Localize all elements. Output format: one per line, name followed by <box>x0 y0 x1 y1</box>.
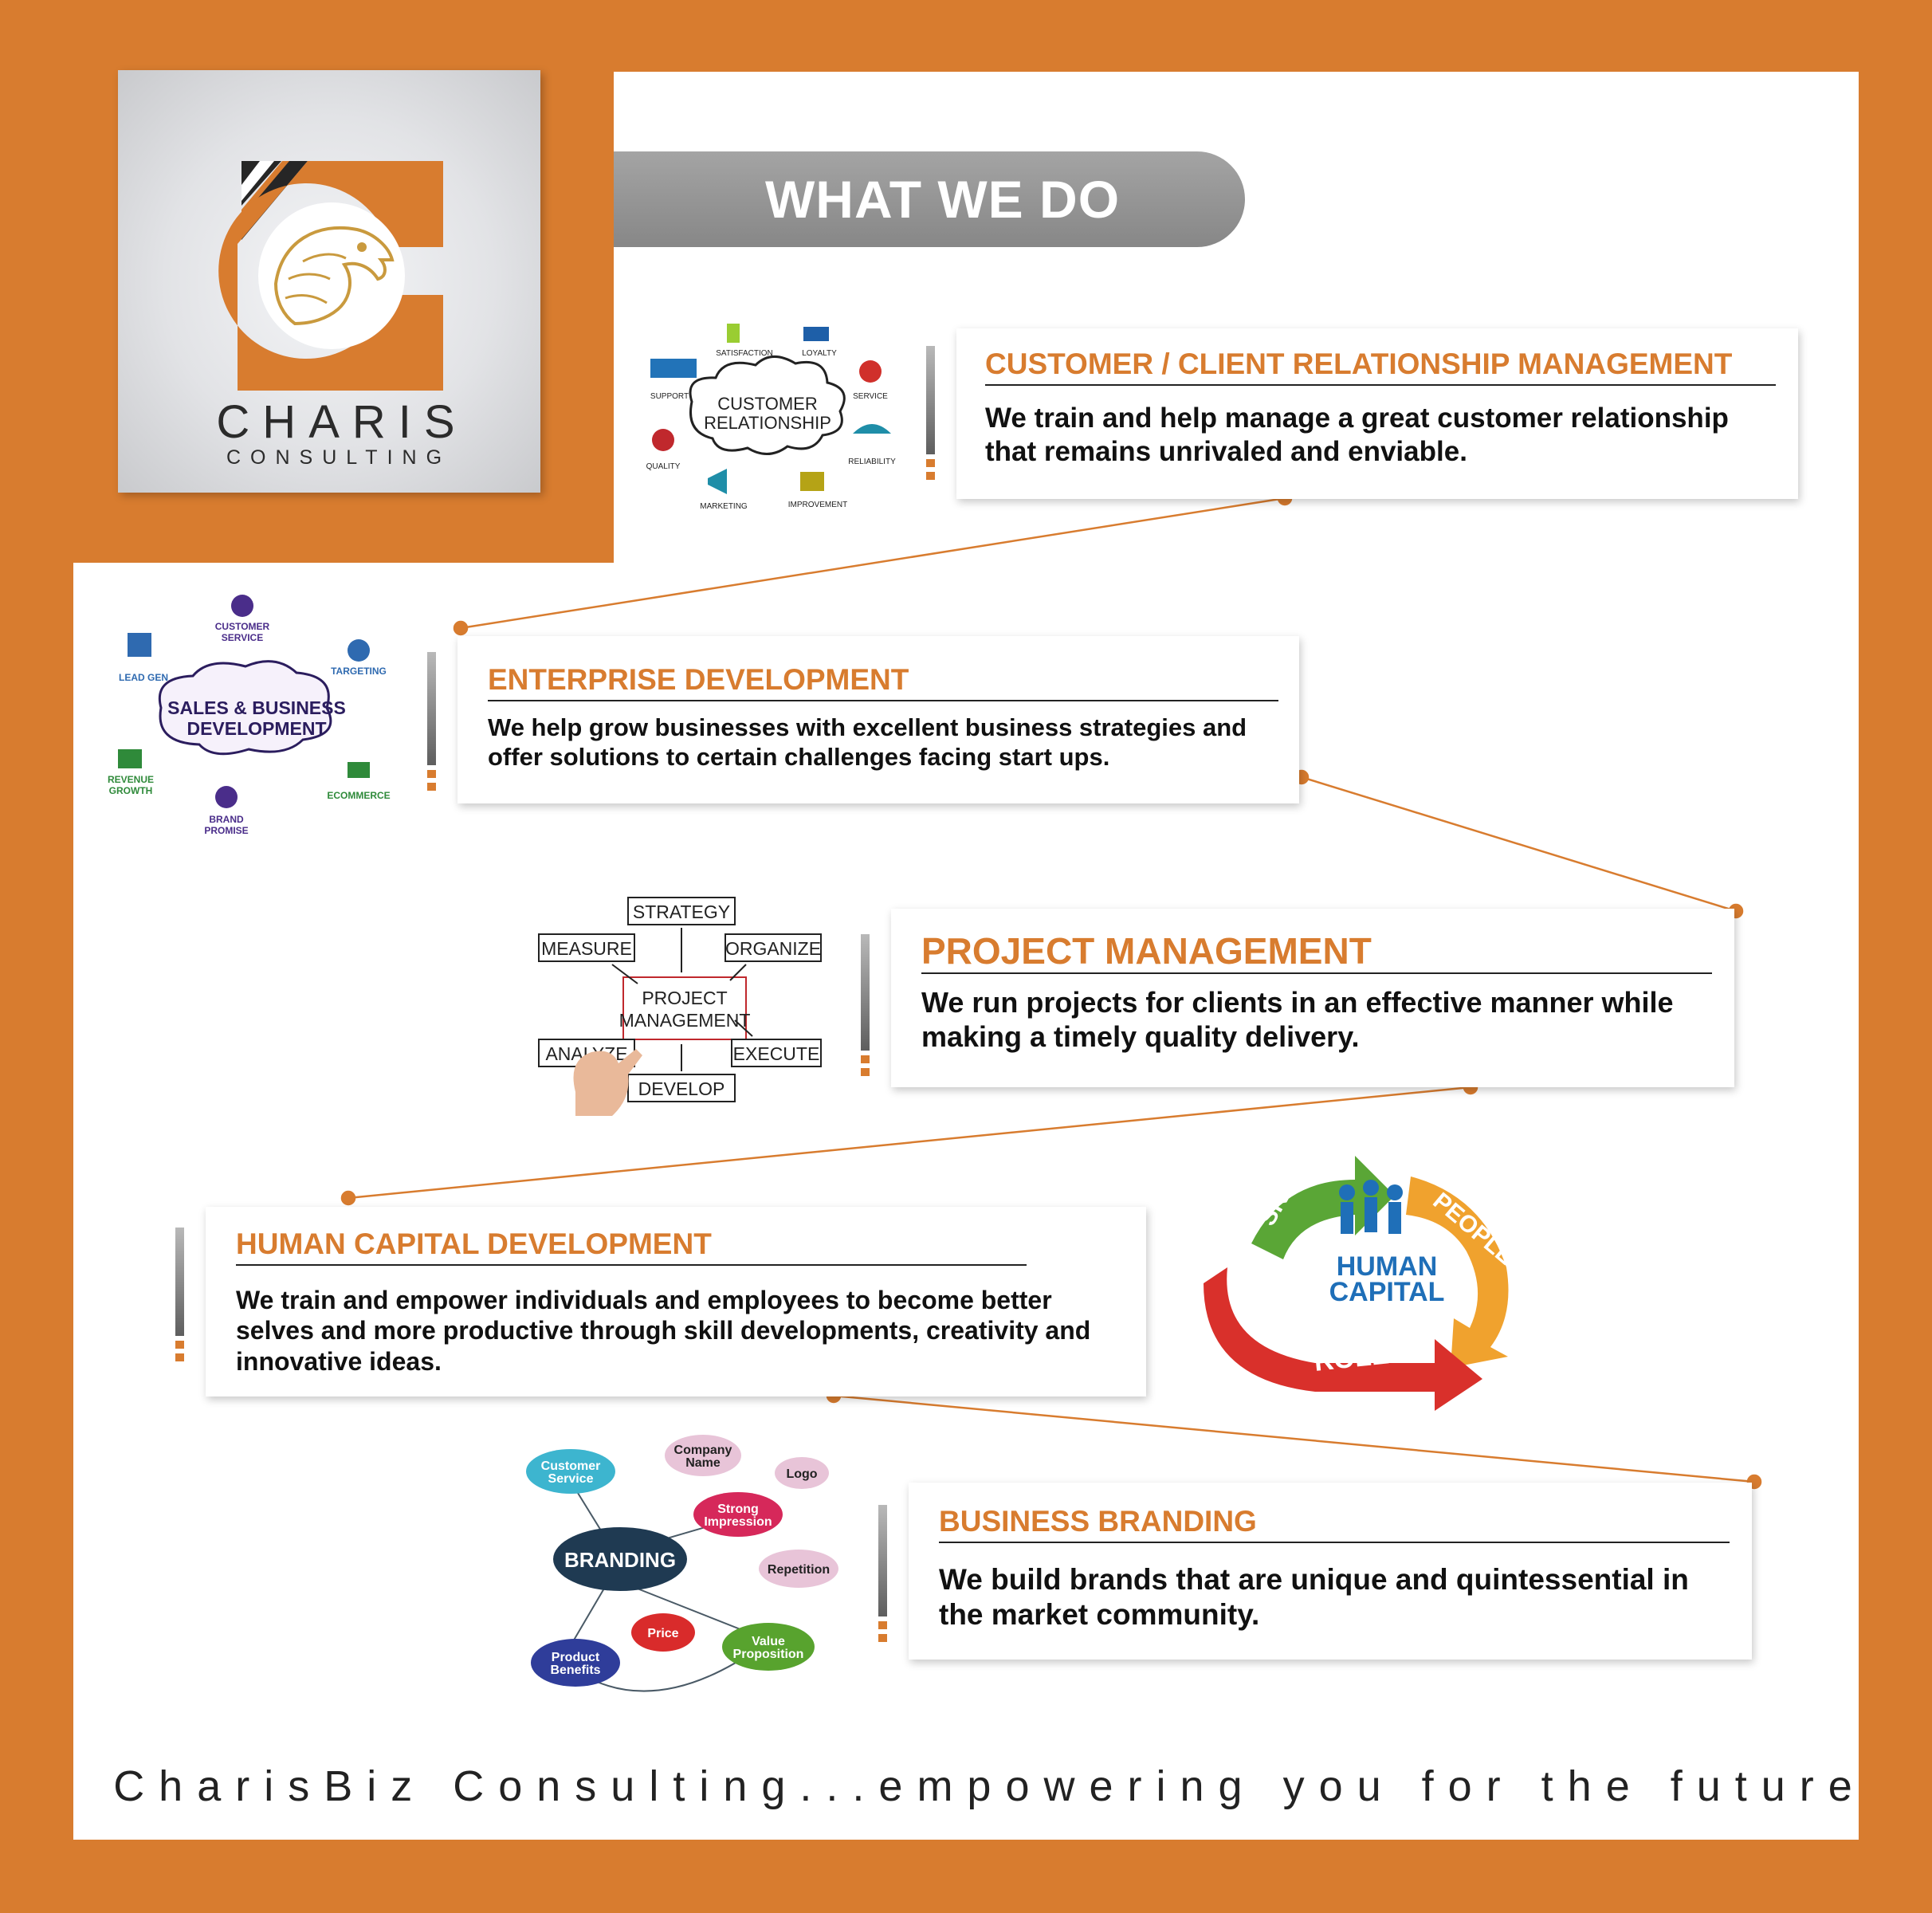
logo: CHARIS CONSULTING <box>118 70 540 493</box>
pm-label: STRATEGY <box>633 902 730 922</box>
service-card-human-capital: HUMAN CAPITAL DEVELOPMENT We train and e… <box>206 1207 1146 1396</box>
crm-label: LOYALTY <box>802 349 837 358</box>
title-underline <box>985 384 1776 386</box>
service-title: CUSTOMER / CLIENT RELATIONSHIP MANAGEMEN… <box>985 348 1733 380</box>
service-description: We help grow businesses with excellent b… <box>488 713 1247 772</box>
service-title: PROJECT MANAGEMENT <box>921 930 1372 972</box>
card-accent <box>175 1228 184 1361</box>
umbrella-icon <box>853 424 891 434</box>
service-card-branding: BUSINESS BRANDING We build brands that a… <box>909 1483 1752 1660</box>
card-accent <box>861 934 870 1076</box>
header-banner: WHAT WE DO <box>614 151 1245 247</box>
service-title: ENTERPRISE DEVELOPMENT <box>488 663 909 696</box>
enterprise-label: SERVICE <box>222 632 263 643</box>
enterprise-label: REVENUE <box>108 774 154 785</box>
enterprise-label: LEAD GEN <box>119 672 168 683</box>
enterprise-label: TARGETING <box>331 666 387 677</box>
enterprise-center-line-1: SALES & BUSINESS <box>167 697 346 718</box>
brand-subtitle: CONSULTING <box>226 446 452 469</box>
card-accent <box>878 1505 887 1642</box>
cart-icon <box>803 327 829 341</box>
enterprise-label: BRAND <box>209 814 244 825</box>
service-title: HUMAN CAPITAL DEVELOPMENT <box>236 1228 712 1260</box>
branding-label: Benefits <box>550 1664 600 1677</box>
crm-label: SATISFACTION <box>716 349 773 358</box>
branding-label: Proposition <box>733 1648 804 1661</box>
title-underline <box>921 972 1712 974</box>
service-title: BUSINESS BRANDING <box>939 1505 1257 1538</box>
revenue-growth-icon <box>118 749 142 768</box>
service-description: We build brands that are unique and quin… <box>939 1563 1689 1632</box>
branding-label: Service <box>548 1472 594 1486</box>
ribbon-icon <box>652 429 674 451</box>
page-title: WHAT WE DO <box>765 170 1121 229</box>
branding-label: Value <box>752 1635 785 1648</box>
branding-label: Impression <box>704 1515 772 1529</box>
enterprise-illustration: SALES & BUSINESS DEVELOPMENT CUSTOMER SE… <box>105 590 395 844</box>
service-description: We train and empower individuals and emp… <box>236 1286 1091 1376</box>
branding-label: Name <box>685 1456 721 1470</box>
enterprise-label: GROWTH <box>109 785 153 796</box>
branding-label: Repetition <box>768 1563 830 1577</box>
pm-center-line-2: MANAGEMENT <box>619 1010 751 1031</box>
title-underline <box>488 700 1278 701</box>
megaphone-icon <box>708 469 727 494</box>
service-description: We train and help manage a great custome… <box>985 403 1729 467</box>
target-icon <box>348 639 370 662</box>
crm-label: IMPROVEMENT <box>788 501 847 509</box>
service-card-enterprise: ENTERPRISE DEVELOPMENT We help grow busi… <box>457 636 1299 803</box>
title-underline <box>939 1542 1730 1543</box>
ecommerce-icon <box>348 762 370 778</box>
enterprise-label: ECOMMERCE <box>327 790 390 801</box>
title-underline <box>236 1264 1027 1266</box>
service-card-project-management: PROJECT MANAGEMENT We run projects for c… <box>891 909 1734 1087</box>
crm-label: SUPPORT <box>650 392 689 401</box>
enterprise-center-line-2: DEVELOPMENT <box>187 718 326 739</box>
crm-label: SERVICE <box>853 392 888 401</box>
brand-name: CHARIS <box>216 396 468 448</box>
branding-label: Logo <box>786 1467 817 1481</box>
crm-label: QUALITY <box>646 462 681 471</box>
service-card-crm: CUSTOMER / CLIENT RELATIONSHIP MANAGEMEN… <box>956 328 1798 499</box>
crm-illustration: CUSTOMER RELATIONSHIP SATISFACTION LOYAL… <box>644 312 903 520</box>
hc-center-line-1: HUMAN <box>1337 1251 1438 1282</box>
project-management-illustration: STRATEGY MEASURE ORGANIZE PROJECT MANAGE… <box>536 893 829 1120</box>
hand-icon <box>573 1049 642 1116</box>
crm-center-line-1: CUSTOMER <box>717 394 818 414</box>
crm-center-line-2: RELATIONSHIP <box>704 413 831 433</box>
pm-label: MEASURE <box>541 938 632 959</box>
customer-service-icon <box>231 595 253 617</box>
enterprise-label: PROMISE <box>204 825 248 836</box>
eagle-logo-icon <box>218 161 443 391</box>
branding-illustration: Customer Service Company Name Logo Stron… <box>520 1432 843 1711</box>
card-accent <box>926 346 935 480</box>
hc-center-line-2: CAPITAL <box>1329 1277 1445 1307</box>
branding-label: Strong <box>717 1503 759 1516</box>
service-description: We run projects for clients in an effect… <box>921 986 1674 1054</box>
people-icon <box>1339 1180 1403 1234</box>
branding-label: Product <box>552 1651 600 1664</box>
thumbs-up-icon <box>727 324 740 343</box>
lead-gen-icon <box>128 633 151 657</box>
enterprise-label: CUSTOMER <box>215 621 270 632</box>
chart-icon <box>800 472 824 491</box>
crm-label: MARKETING <box>700 502 748 511</box>
brand-promise-icon <box>215 786 238 808</box>
branding-label: Customer <box>541 1459 601 1473</box>
branding-label: Company <box>674 1444 732 1457</box>
pm-center-line-1: PROJECT <box>642 988 727 1008</box>
crm-label: RELIABILITY <box>848 458 896 466</box>
pm-label: EXECUTE <box>733 1043 820 1064</box>
branding-label: Price <box>647 1627 678 1640</box>
pm-label: ORGANIZE <box>725 938 821 959</box>
human-capital-illustration: SKILLS PEOPLE ROLES HUMAN CAPITAL <box>1196 1144 1554 1415</box>
card-accent <box>427 652 436 791</box>
handshake-icon <box>650 359 697 378</box>
pm-label: DEVELOP <box>638 1078 725 1099</box>
location-pin-icon <box>859 360 882 383</box>
branding-center: BRANDING <box>564 1548 676 1572</box>
footer-tagline: CharisBiz Consulting...empowering you fo… <box>113 1762 1867 1810</box>
